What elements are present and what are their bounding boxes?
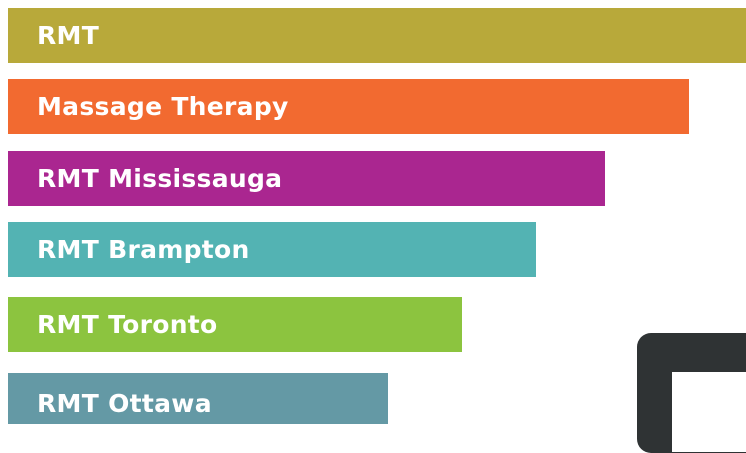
device-screen bbox=[672, 372, 746, 452]
page: {"items": [ {"label": "RMT"}, {"label": … bbox=[0, 0, 746, 424]
keyword-bar: RMT Toronto bbox=[8, 297, 462, 352]
keyword-bar: RMT Brampton bbox=[8, 222, 536, 277]
keyword-bar: RMT Ottawa bbox=[8, 373, 388, 424]
keyword-bar: RMT bbox=[8, 8, 746, 63]
keyword-bar: RMT Mississauga bbox=[8, 151, 605, 206]
keyword-bar: Massage Therapy bbox=[8, 79, 689, 134]
